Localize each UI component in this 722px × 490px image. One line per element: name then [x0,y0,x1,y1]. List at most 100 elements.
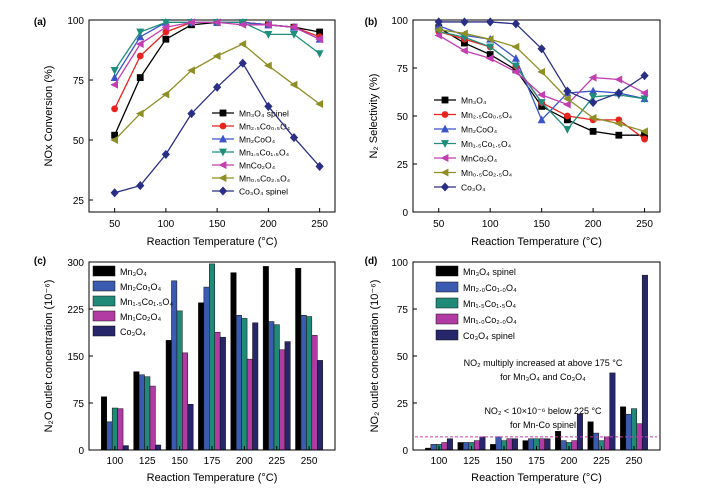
data-point [511,19,521,29]
series-6: Co₃O₄ [434,17,649,193]
y-tick-label: 75 [73,399,85,410]
data-point [161,18,170,27]
bar [555,430,562,451]
bar [106,421,113,451]
legend-label: Mn₁.₅Co₁.₅O₄ [239,148,290,158]
y-tick-label: 0 [402,446,408,457]
y-tick-label: 25 [73,196,85,207]
bar [446,438,453,451]
data-point [614,88,623,98]
data-point [212,18,221,27]
x-tick-label: 100 [431,456,448,467]
series-5: Mn₀.₅Co₂.₅O₄ [434,25,648,178]
bar [138,374,145,451]
legend-label: Mn₃O₄ spinel [239,109,289,119]
legend-marker [218,161,227,169]
x-tick-label: 175 [204,456,221,467]
bar [273,324,280,451]
bar [641,274,648,451]
data-point [434,31,443,40]
data-point [110,136,119,144]
bar [544,438,551,451]
x-tick-label: 200 [585,219,602,230]
bar [241,318,248,451]
data-point [641,135,648,143]
data-point [136,74,144,81]
bar [117,408,124,451]
legend-swatch [92,295,116,307]
bar [235,315,242,451]
bar [631,408,637,451]
x-tick-label: 50 [109,219,121,230]
data-point [434,17,443,27]
bar [506,438,513,451]
series-line [114,21,320,86]
x-tick-label: 125 [463,456,480,467]
bar [571,440,578,451]
legend-label: Co₃O₄ spinel [239,187,288,197]
y-axis-label: NOx Conversion (%) [43,66,55,167]
y-tick-label: 50 [73,136,85,147]
data-point [162,35,170,43]
bar [149,385,156,451]
legend-label: Mn₃O₄ spinel [463,267,516,277]
data-point [460,17,469,27]
bar [625,414,632,451]
panel-b: (b) 50 100 150 200 250 0 25 50 75 100 Reaction Temp… [365,16,661,248]
data-point [537,67,546,76]
bar [609,372,616,451]
legend-label: MnCo₂O₄ [461,154,498,164]
legend-label: Mn₂.₅Co₀.₅O₄ [461,110,513,120]
legend-marker [219,148,227,157]
data-point [315,161,324,171]
y-tick-label: 100 [67,16,84,27]
data-point [315,35,324,44]
bar [473,440,480,451]
x-tick-label: 225 [593,456,610,467]
bar [144,376,151,451]
data-point [315,100,324,108]
data-point [136,181,145,191]
legend-swatch [435,297,459,309]
bar [203,286,210,451]
legend-label: Mn₂.₀Co₁.₀O₄ [463,283,517,293]
annotation-text: NO₂ < 10×10⁻⁶ below 225 °C [484,406,602,416]
y-tick-label: 25 [397,399,409,410]
y-tick-label: 25 [397,160,409,171]
legend-swatch [92,280,116,292]
annotation-text: for Mn-Co spinel [510,420,576,430]
legend-label: MnCo₂O₄ [239,161,276,171]
data-point [136,52,144,60]
y-tick-label: 75 [397,305,409,316]
bar [182,352,189,451]
bar [268,321,275,451]
legend-label: Mn₂CoO₄ [239,135,276,145]
bar [284,341,291,451]
y-axis-label: N₂ Selectivity (%) [368,74,380,159]
x-tick-label: 150 [209,219,226,230]
legend-label: Mn₁.₅Co₁.₅O₄ [463,299,516,309]
bar [165,340,172,451]
data-point [264,30,273,39]
plot-frame [88,19,336,213]
data-point [161,23,170,32]
legend-marker [440,168,449,177]
data-point [640,71,649,81]
y-tick-label: 50 [397,112,409,123]
bar [198,302,205,451]
x-axis-label: Reaction Temperature (°C) [147,236,278,248]
legend-swatch [92,310,116,322]
y-axis-label: N₂O outlet concentration (10⁻⁶) [43,280,55,433]
bar [603,436,610,451]
legend-label: Mn₁.₅Co₁.₅O₄ [120,297,173,307]
data-point [110,188,119,198]
data-point [289,80,298,89]
legend-swatch [435,281,459,293]
data-point [136,28,145,37]
data-point [485,54,494,63]
legend-label: Co₃O₄ spinel [463,331,515,341]
y-tick-label: 0 [402,208,408,219]
panel-label: (a) [34,17,46,28]
bar [463,442,470,451]
panel-label: (c) [34,256,46,267]
